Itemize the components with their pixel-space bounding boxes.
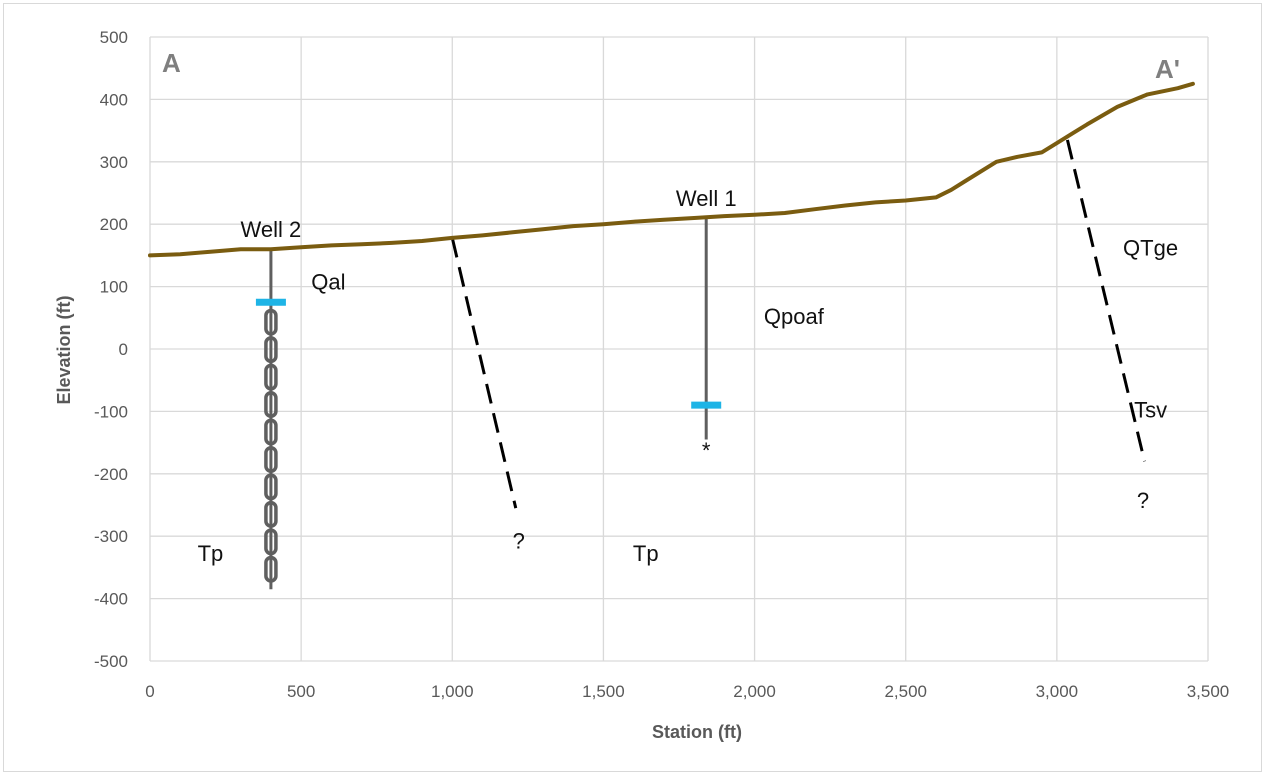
well-screen-segment: [264, 473, 278, 501]
x-tick-label: 3,500: [1187, 682, 1230, 701]
well-screen-segment: [264, 363, 278, 391]
y-tick-label: -400: [94, 590, 128, 609]
y-tick-label: -200: [94, 465, 128, 484]
unit-labels: Qal Qpoaf QTge Tsv Tp Tp?? *: [198, 235, 1178, 566]
well-screen-segment: [264, 418, 278, 446]
x-tick-label: 3,000: [1036, 682, 1079, 701]
unit-label: Qpoaf: [764, 304, 825, 329]
y-axis-title: Elevation (ft): [54, 295, 74, 404]
x-tick-label: 1,500: [582, 682, 625, 701]
y-tick-label: 500: [100, 28, 128, 47]
y-tick-label: 300: [100, 153, 128, 172]
fault-lines: [450, 139, 1146, 509]
well-screen-segment: [264, 336, 278, 364]
ground-surface-line: [148, 81, 1195, 258]
section-end-label: A': [1155, 54, 1180, 84]
well-label: Well 1: [676, 186, 737, 211]
y-tick-label: 400: [100, 90, 128, 109]
unit-label: Tp: [633, 541, 659, 566]
x-tick-label: 1,000: [431, 682, 474, 701]
well-screen-segment: [264, 308, 278, 336]
well-label: Well 2: [241, 217, 302, 242]
well-screen-segment: [264, 528, 278, 556]
well-screen-segment: [264, 445, 278, 473]
grid-lines: [149, 36, 1209, 662]
section-start-label: A: [162, 48, 181, 78]
y-tick-label: -300: [94, 527, 128, 546]
unit-label: Tp: [198, 541, 224, 566]
fault-line: [450, 237, 518, 509]
y-tick-label: -100: [94, 402, 128, 421]
unit-label: ?: [513, 529, 525, 554]
y-tick-labels: 500 400 300 200 100 0 -100 -200 -300 -400 -500: [94, 28, 128, 671]
x-tick-label: 2,000: [733, 682, 776, 701]
x-tick-label: 0: [145, 682, 154, 701]
ground-surface: [148, 81, 1195, 258]
x-tick-label: 500: [287, 682, 315, 701]
unit-label: *: [702, 438, 711, 463]
y-tick-label: 100: [100, 278, 128, 297]
wells: Well 2 Well 1: [241, 186, 737, 590]
x-tick-label: 2,500: [884, 682, 927, 701]
unit-label: Tsv: [1134, 398, 1167, 423]
y-tick-label: -500: [94, 652, 128, 671]
y-tick-label: 200: [100, 215, 128, 234]
y-tick-label: 0: [119, 340, 128, 359]
chart-frame: [3, 3, 1262, 772]
well-screen-segment: [264, 555, 278, 583]
x-axis-title: Station (ft): [652, 722, 742, 742]
well-screen-segment: [264, 391, 278, 419]
unit-label: ?: [1137, 488, 1149, 513]
x-tick-labels: 0 500 1,000 1,500 2,000 2,500 3,000 3,500: [145, 682, 1229, 701]
fault-line: [1065, 139, 1146, 462]
unit-label: QTge: [1123, 235, 1178, 260]
unit-label: Qal: [311, 270, 345, 295]
well-screen-segment: [264, 500, 278, 528]
